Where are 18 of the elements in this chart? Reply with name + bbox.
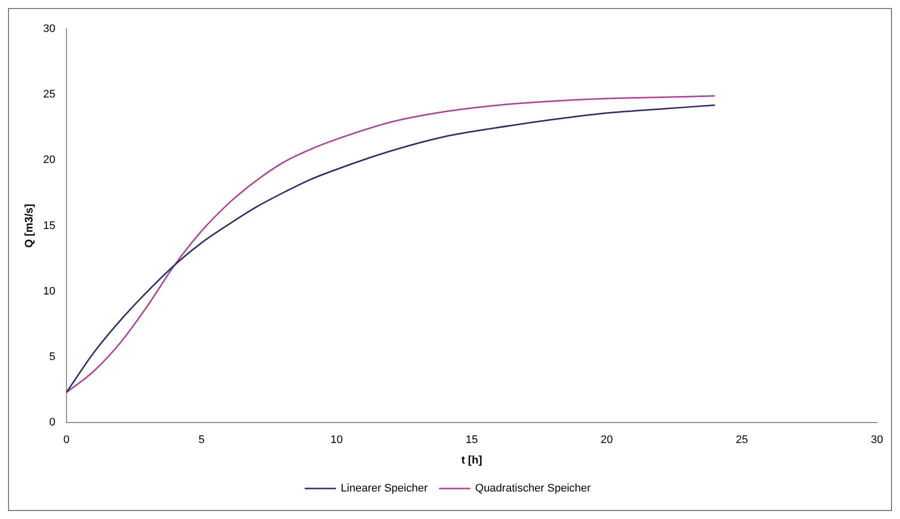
x-tick-label: 20 — [600, 434, 613, 446]
y-tick-label: 5 — [49, 351, 56, 364]
y-axis-title: Q [m3/s] — [24, 203, 36, 248]
x-tick-label: 0 — [63, 434, 70, 446]
x-tick-label: 5 — [198, 434, 205, 446]
y-tick-label: 15 — [43, 220, 56, 232]
y-tick-label: 10 — [43, 285, 56, 298]
x-tick-label: 15 — [466, 434, 478, 446]
y-tick-label: 25 — [43, 88, 56, 101]
x-tick-label: 10 — [330, 434, 343, 446]
y-tick-label: 0 — [49, 416, 56, 429]
y-tick-label: 20 — [43, 154, 56, 166]
x-axis-title: t [h] — [461, 454, 482, 466]
x-tick-label: 25 — [736, 434, 748, 446]
y-tick-label: 30 — [43, 23, 56, 36]
x-tick-label: 30 — [870, 434, 884, 446]
legend-label: Quadratischer Speicher — [475, 482, 592, 495]
legend-label: Linearer Speicher — [340, 482, 428, 495]
